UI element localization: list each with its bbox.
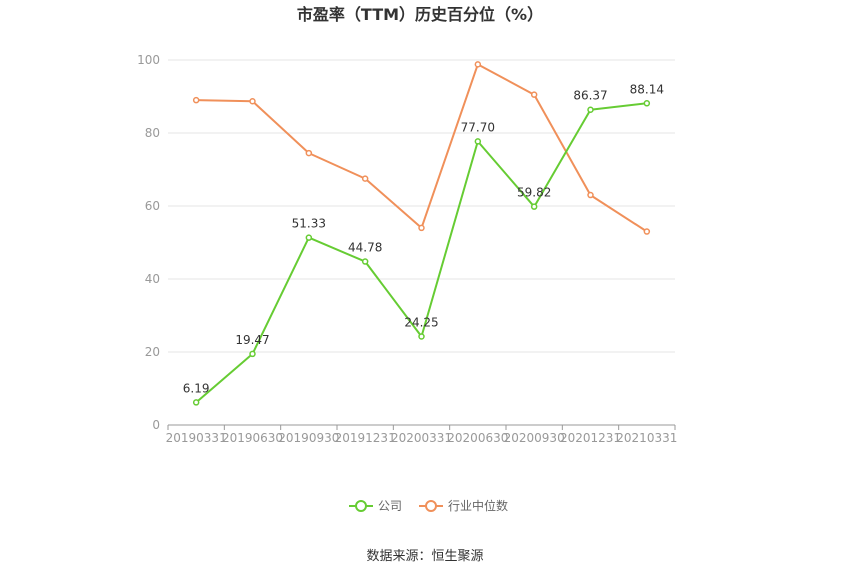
data-point	[418, 224, 425, 232]
data-point	[192, 96, 200, 104]
x-tick-label: 20190930	[278, 431, 339, 445]
data-label: 77.70	[461, 120, 495, 134]
data-point	[587, 191, 594, 199]
data-label: 59.82	[517, 186, 551, 200]
x-tick-label: 20200331	[391, 431, 452, 445]
x-tick-label: 20200930	[504, 431, 565, 445]
data-label: 44.78	[348, 241, 382, 255]
data-point	[192, 399, 200, 406]
x-tick-label: 20200630	[447, 431, 508, 445]
data-point	[643, 228, 651, 235]
x-tick-label: 20191231	[335, 431, 396, 445]
data-point	[305, 234, 313, 241]
y-tick-label: 100	[137, 53, 160, 67]
x-tick-label: 20210331	[616, 431, 677, 445]
legend-label: 公司	[378, 499, 402, 513]
source-note: 数据来源：恒生聚源	[366, 549, 483, 564]
x-tick-label: 20201231	[560, 431, 621, 445]
data-point	[361, 258, 369, 265]
data-point	[474, 61, 482, 68]
y-tick-label: 40	[145, 272, 160, 286]
data-point	[530, 91, 538, 98]
y-tick-label: 0	[152, 418, 160, 432]
data-point	[361, 175, 369, 182]
y-axis: 0 20 40 60 80 100	[137, 53, 160, 432]
grid	[168, 59, 675, 353]
legend-swatch-marker	[355, 500, 367, 512]
series-line-0	[195, 102, 647, 404]
series-layer: 6.19 19.47 51.33 44.78 24.25 77.70 59.82 86.37 8…	[183, 61, 664, 406]
legend-label: 行业中位数	[448, 498, 508, 513]
data-point	[530, 203, 538, 210]
data-point	[249, 97, 256, 105]
data-point	[474, 138, 482, 145]
y-tick-label: 20	[145, 345, 160, 359]
legend-swatch-marker	[425, 500, 437, 512]
data-label: 86.37	[573, 89, 607, 103]
data-label: 51.33	[292, 217, 326, 231]
x-tick-label: 20190331	[166, 431, 227, 445]
data-label: 6.19	[183, 381, 210, 395]
y-tick-label: 80	[145, 126, 160, 140]
data-point	[305, 149, 313, 157]
data-point	[643, 100, 651, 107]
data-label: 19.47	[235, 333, 269, 347]
data-label: 24.25	[404, 315, 438, 329]
x-tick-label: 20190630	[222, 431, 283, 445]
x-axis: 2019033120190630201909302019123120200331…	[166, 424, 677, 445]
data-point	[587, 106, 594, 113]
y-tick-label: 60	[145, 199, 160, 213]
data-point	[249, 350, 256, 358]
legend[interactable]: 公司 行业中位数	[349, 498, 508, 513]
chart-title: 市盈率（TTM）历史百分位（%）	[297, 5, 543, 24]
data-point	[418, 333, 425, 340]
data-label: 88.14	[630, 82, 664, 96]
